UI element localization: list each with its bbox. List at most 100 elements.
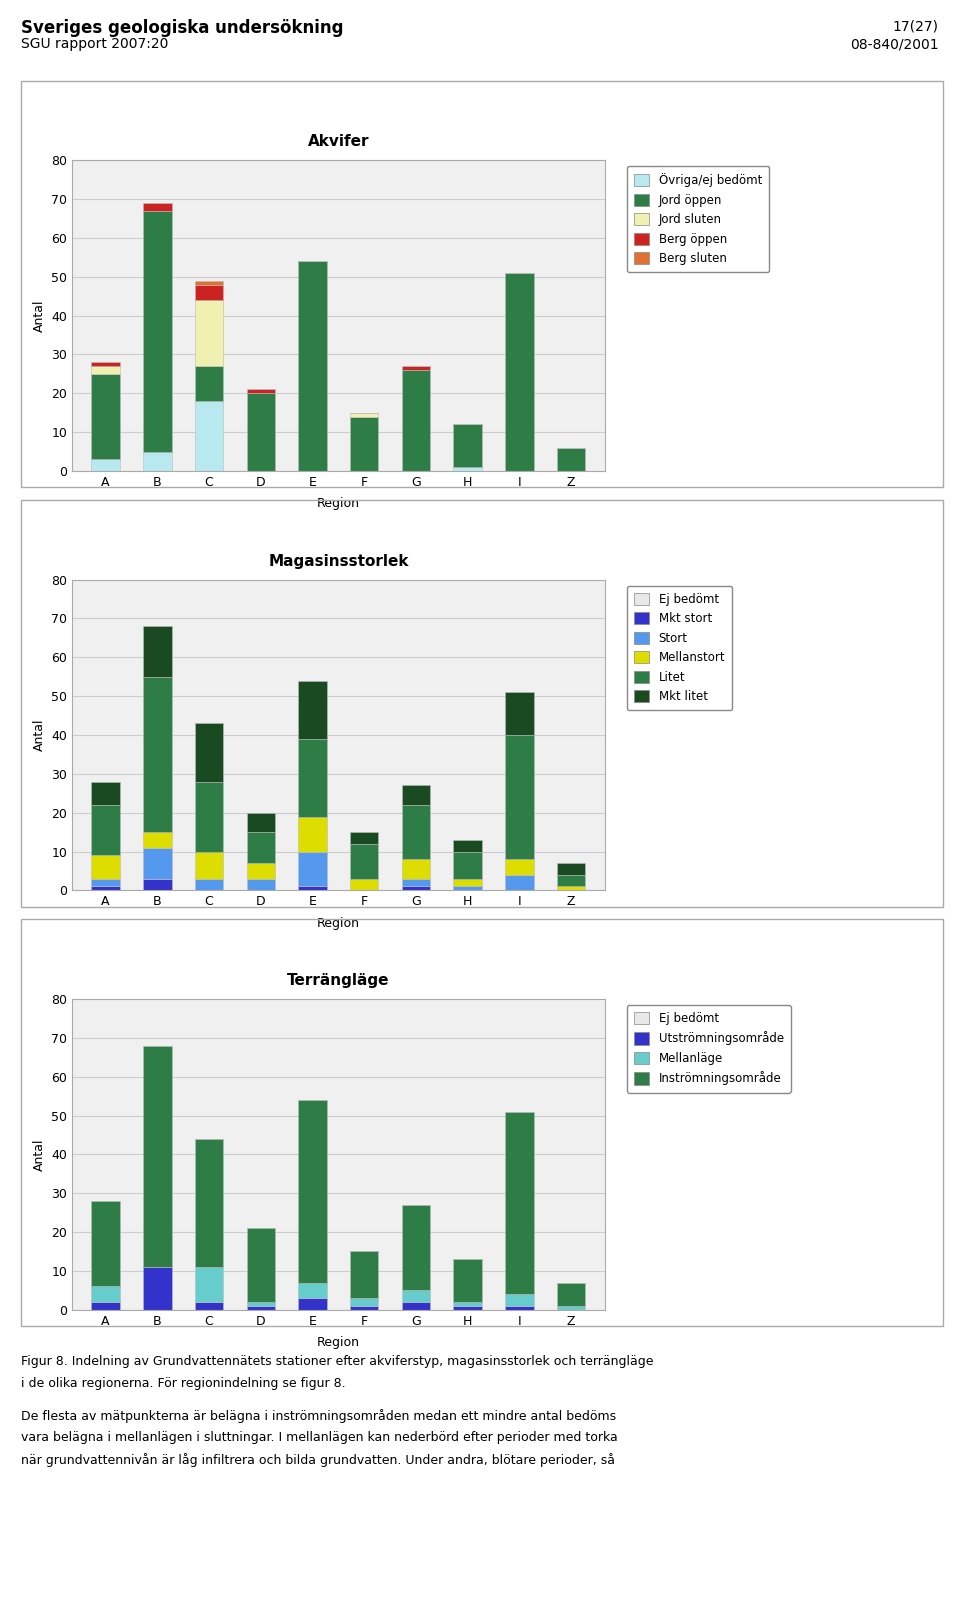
Bar — [91, 460, 120, 471]
Bar — [453, 887, 482, 890]
Text: 17(27): 17(27) — [893, 19, 939, 34]
Bar — [195, 284, 224, 300]
Text: när grundvattennivån är låg infiltrera och bilda grundvatten. Under andra, blöta: när grundvattennivån är låg infiltrera o… — [21, 1453, 615, 1466]
Text: SGU rapport 2007:20: SGU rapport 2007:20 — [21, 37, 169, 52]
Bar — [453, 424, 482, 468]
Text: 08-840/2001: 08-840/2001 — [851, 37, 939, 52]
Bar — [195, 366, 224, 402]
Bar — [247, 813, 275, 832]
Bar — [91, 363, 120, 366]
Y-axis label: Antal: Antal — [33, 719, 45, 752]
Text: De flesta av mätpunkterna är belägna i inströmningsområden medan ett mindre anta: De flesta av mätpunkterna är belägna i i… — [21, 1410, 616, 1423]
Bar — [402, 366, 430, 369]
Bar — [143, 1045, 172, 1268]
Y-axis label: Antal: Antal — [33, 300, 45, 332]
Bar — [402, 879, 430, 887]
Bar — [350, 1307, 378, 1310]
Bar — [453, 1302, 482, 1307]
Bar — [91, 782, 120, 805]
Bar — [402, 1205, 430, 1290]
Bar — [91, 1287, 120, 1302]
Bar — [557, 887, 586, 890]
Bar — [505, 1307, 534, 1310]
Bar — [402, 805, 430, 860]
Bar — [195, 402, 224, 471]
Bar — [505, 1111, 534, 1294]
X-axis label: Region: Region — [317, 497, 360, 510]
Bar — [402, 369, 430, 471]
Bar — [247, 394, 275, 471]
Bar — [557, 1307, 586, 1310]
Bar — [350, 1298, 378, 1307]
X-axis label: Region: Region — [317, 1336, 360, 1348]
Bar — [195, 723, 224, 782]
Bar — [143, 848, 172, 879]
Bar — [195, 1302, 224, 1310]
Legend: Ej bedömt, Utströmningsområde, Mellanläge, Inströmningsområde: Ej bedömt, Utströmningsområde, Mellanläg… — [627, 1005, 791, 1092]
Bar — [143, 677, 172, 832]
Bar — [402, 786, 430, 805]
Bar — [247, 1227, 275, 1302]
Bar — [195, 1139, 224, 1268]
Bar — [402, 860, 430, 879]
Bar — [299, 1298, 326, 1310]
Bar — [143, 626, 172, 677]
Title: Magasinsstorlek: Magasinsstorlek — [268, 553, 409, 569]
Bar — [453, 879, 482, 887]
Bar — [299, 1282, 326, 1298]
Bar — [91, 887, 120, 890]
Bar — [505, 692, 534, 736]
Bar — [247, 879, 275, 890]
Bar — [453, 1260, 482, 1302]
Bar — [143, 832, 172, 848]
Bar — [505, 874, 534, 890]
Text: Sveriges geologiska undersökning: Sveriges geologiska undersökning — [21, 19, 344, 37]
Bar — [247, 863, 275, 879]
Bar — [557, 874, 586, 887]
Bar — [402, 1302, 430, 1310]
Bar — [195, 1268, 224, 1302]
Bar — [557, 448, 586, 471]
Bar — [91, 1302, 120, 1310]
Bar — [453, 840, 482, 852]
Bar — [247, 832, 275, 863]
Bar — [505, 273, 534, 471]
Bar — [299, 816, 326, 852]
Bar — [350, 413, 378, 416]
Bar — [195, 852, 224, 879]
Bar — [143, 879, 172, 890]
Bar — [195, 300, 224, 366]
Bar — [299, 852, 326, 887]
Bar — [453, 852, 482, 879]
Bar — [453, 468, 482, 471]
Bar — [91, 1202, 120, 1287]
Bar — [299, 887, 326, 890]
Y-axis label: Antal: Antal — [33, 1139, 45, 1171]
Text: i de olika regionerna. För regionindelning se figur 8.: i de olika regionerna. För regionindelni… — [21, 1378, 346, 1390]
Bar — [557, 1282, 586, 1307]
Title: Akvifer: Akvifer — [307, 134, 370, 150]
Bar — [91, 366, 120, 374]
Bar — [195, 782, 224, 852]
Bar — [91, 805, 120, 855]
Bar — [350, 416, 378, 471]
Legend: Övriga/ej bedömt, Jord öppen, Jord sluten, Berg öppen, Berg sluten: Övriga/ej bedömt, Jord öppen, Jord slute… — [627, 166, 769, 273]
Bar — [299, 739, 326, 816]
Bar — [247, 1302, 275, 1307]
Bar — [505, 1294, 534, 1307]
Bar — [91, 374, 120, 460]
Bar — [143, 211, 172, 452]
Bar — [299, 681, 326, 739]
Bar — [402, 1290, 430, 1302]
Text: vara belägna i mellanlägen i sluttningar. I mellanlägen kan nederbörd efter peri: vara belägna i mellanlägen i sluttningar… — [21, 1431, 618, 1444]
Bar — [350, 832, 378, 844]
Bar — [350, 844, 378, 879]
Bar — [350, 1252, 378, 1298]
Text: Figur 8. Indelning av Grundvattennätets stationer efter akviferstyp, magasinssto: Figur 8. Indelning av Grundvattennätets … — [21, 1355, 654, 1368]
Bar — [247, 389, 275, 394]
Bar — [505, 736, 534, 860]
Bar — [195, 281, 224, 284]
X-axis label: Region: Region — [317, 916, 360, 929]
Bar — [299, 261, 326, 471]
Title: Terrängläge: Terrängläge — [287, 973, 390, 989]
